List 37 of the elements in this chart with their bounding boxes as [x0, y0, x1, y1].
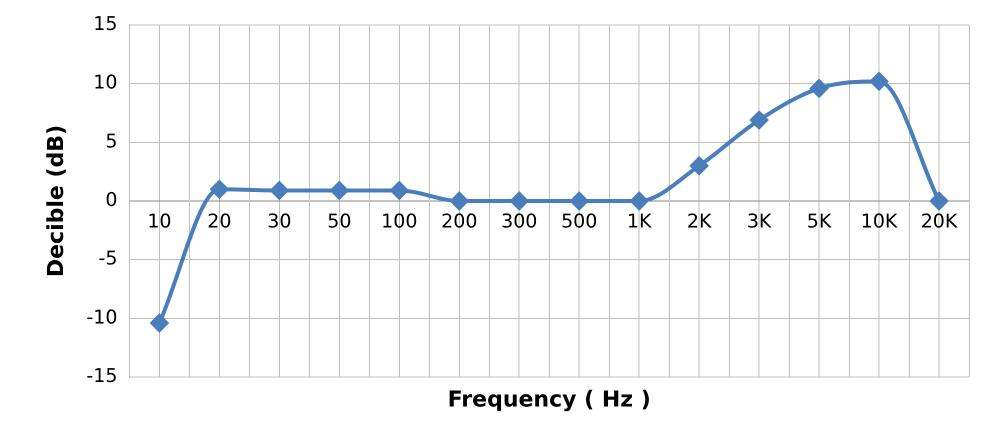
point	[810, 79, 828, 98]
x-tick-label: 3K	[746, 210, 772, 232]
x-tick-label: 20K	[920, 210, 958, 232]
x-tick-label: 5K	[806, 210, 832, 232]
y-tick-label: -10	[86, 306, 118, 328]
y-tick-label: 15	[93, 12, 118, 35]
x-axis-title: Frequency ( Hz )	[448, 388, 651, 413]
point	[870, 72, 888, 90]
point	[750, 111, 768, 130]
point	[150, 314, 168, 332]
x-tick-label: 500	[561, 210, 598, 232]
point	[930, 192, 948, 210]
point	[270, 181, 288, 200]
y-tick-label: -5	[98, 248, 118, 270]
point	[330, 181, 348, 200]
x-tick-label: 50	[327, 210, 352, 232]
point	[570, 192, 588, 210]
x-tick-label: 30	[267, 210, 292, 232]
x-tick-label: 300	[501, 210, 538, 232]
x-tick-label: 10	[147, 210, 172, 232]
point	[690, 156, 708, 175]
point	[450, 192, 468, 210]
y-tick-label: 10	[93, 72, 118, 94]
point	[210, 180, 228, 198]
y-tick-label: 0	[105, 188, 118, 211]
y-tick-label: 5	[105, 130, 118, 152]
point	[630, 192, 648, 210]
y-axis-title: Decible (dB)	[44, 124, 69, 278]
point	[390, 181, 408, 200]
x-tick-label: 20	[207, 210, 232, 232]
x-tick-label: 200	[441, 210, 478, 232]
x-tick-label: 1K	[626, 210, 652, 232]
y-tick-label: -15	[86, 364, 118, 387]
x-tick-label: 10K	[860, 210, 898, 232]
point	[510, 192, 528, 210]
x-tick-label: 2K	[686, 210, 712, 232]
x-tick-label: 100	[381, 210, 418, 232]
